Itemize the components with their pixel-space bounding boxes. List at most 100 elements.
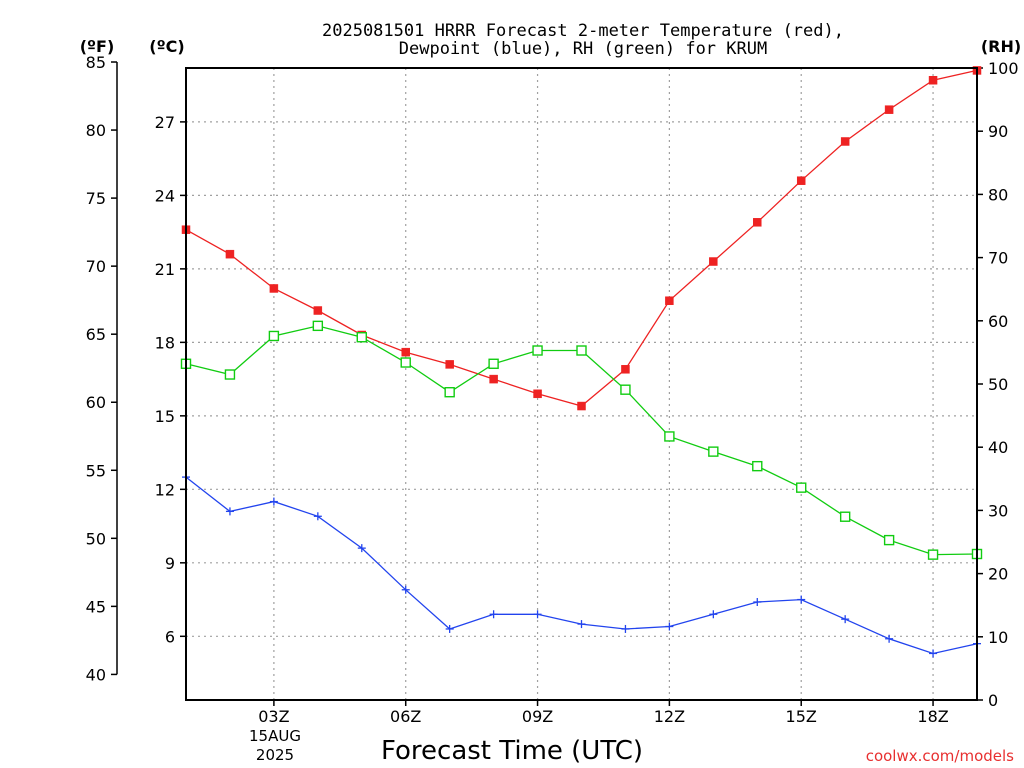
dewpoint-point	[269, 497, 278, 506]
rh-tick-label: 90	[988, 122, 1008, 141]
temperature-point	[533, 389, 542, 399]
dewpoint-point	[577, 620, 586, 629]
fahrenheit-tick-label: 50	[86, 529, 106, 548]
dewpoint-point	[621, 624, 630, 633]
rh-point	[883, 534, 895, 546]
dewpoint-point	[929, 649, 938, 658]
celsius-unit-label: (ºC)	[149, 37, 184, 56]
rh-tick-label: 40	[988, 438, 1008, 457]
rh-point	[796, 482, 807, 493]
x-tick-label: 15Z	[786, 707, 817, 726]
x-tick-label: 18Z	[917, 707, 948, 726]
dewpoint-point	[225, 507, 234, 516]
plot-frame	[185, 67, 978, 701]
temperature-point	[621, 365, 630, 374]
celsius-tick-label: 12	[155, 480, 175, 499]
rh-tick-label: 50	[988, 375, 1008, 394]
dewpoint-point	[841, 615, 850, 624]
dewpoint-point	[709, 610, 718, 619]
temperature-point	[489, 374, 498, 384]
axes: 40 45 50 55 60 65 70 75 80 85 6 9 12 15 18 21 24 27 0 10 20 3…	[86, 53, 1019, 726]
celsius-tick-label: 15	[155, 407, 175, 426]
temperature-point	[753, 218, 762, 227]
rh-point	[927, 549, 939, 560]
temperature-point	[445, 360, 454, 369]
rh-series	[180, 320, 983, 560]
rh-tick-label: 0	[988, 691, 998, 710]
celsius-tick-label: 27	[155, 113, 175, 132]
rh-tick-label: 100	[988, 59, 1019, 78]
dewpoint-point	[797, 595, 806, 604]
temperature-point	[401, 347, 410, 357]
date-label-year: 2025	[256, 746, 294, 764]
rh-tick-label: 30	[988, 501, 1008, 520]
x-tick-label: 09Z	[522, 707, 553, 726]
fahrenheit-tick-label: 55	[86, 461, 106, 480]
celsius-tick-label: 18	[155, 333, 175, 352]
temperature-point	[225, 249, 235, 259]
temperature-point	[709, 257, 718, 266]
fahrenheit-tick-label: 80	[86, 121, 106, 140]
dewpoint-point	[665, 622, 674, 631]
fahrenheit-tick-label: 85	[86, 53, 106, 72]
fahrenheit-tick-label: 40	[86, 665, 106, 684]
rh-point	[576, 345, 587, 356]
celsius-tick-label: 21	[155, 260, 175, 279]
rh-tick-label: 10	[988, 628, 1008, 647]
fahrenheit-tick-label: 60	[86, 393, 106, 412]
x-tick-label: 12Z	[654, 707, 685, 726]
rh-point	[532, 345, 543, 356]
rh-point	[400, 357, 411, 368]
chart-title-line2: Dewpoint (blue), RH (green) for KRUM	[399, 39, 767, 59]
rh-point	[356, 332, 367, 343]
temperature-series	[181, 66, 982, 411]
data-series	[180, 66, 983, 658]
dewpoint-point	[885, 634, 894, 643]
credit-link[interactable]: coolwx.com/models	[866, 747, 1014, 765]
fahrenheit-tick-label: 45	[86, 597, 106, 616]
temperature-point	[840, 137, 850, 146]
rh-point	[444, 387, 455, 398]
dewpoint-point	[753, 598, 762, 607]
fahrenheit-tick-label: 70	[86, 257, 106, 276]
fahrenheit-tick-label: 65	[86, 325, 106, 344]
rh-line	[185, 325, 978, 556]
temperature-point	[269, 284, 279, 293]
dewpoint-point	[313, 512, 322, 521]
fahrenheit-tick-label: 75	[86, 189, 106, 208]
date-label-day: 15AUG	[249, 727, 301, 745]
celsius-tick-label: 24	[155, 186, 175, 205]
rh-point	[620, 384, 631, 395]
temperature-point	[928, 75, 938, 85]
rh-point	[268, 330, 280, 342]
temperature-point	[577, 401, 586, 411]
rh-point	[664, 431, 675, 442]
rh-unit-label: (RH)	[981, 37, 1021, 56]
dewpoint-point	[401, 585, 410, 594]
celsius-tick-label: 9	[165, 554, 175, 573]
chart-title-line1: 2025081501 HRRR Forecast 2-meter Tempera…	[322, 21, 844, 41]
grid-lines	[186, 68, 977, 700]
dewpoint-series	[182, 473, 981, 658]
rh-tick-label: 70	[988, 249, 1008, 268]
dewpoint-point	[445, 624, 454, 633]
celsius-tick-label: 6	[165, 627, 175, 646]
temperature-point	[665, 296, 674, 305]
rh-point	[708, 446, 719, 457]
x-axis-label: Forecast Time (UTC)	[381, 736, 643, 766]
rh-point	[224, 369, 236, 380]
fahrenheit-unit-label: (ºF)	[80, 37, 115, 56]
x-tick-label: 06Z	[390, 707, 421, 726]
temperature-point	[313, 306, 323, 315]
rh-point	[312, 320, 324, 332]
rh-tick-label: 80	[988, 185, 1008, 204]
rh-tick-label: 60	[988, 312, 1008, 331]
x-tick-label: 03Z	[258, 707, 289, 726]
dewpoint-point	[357, 544, 366, 553]
rh-tick-label: 20	[988, 565, 1008, 584]
temperature-point	[884, 105, 894, 114]
rh-point	[752, 460, 763, 472]
temperature-point	[796, 176, 806, 185]
dewpoint-point	[489, 610, 498, 619]
